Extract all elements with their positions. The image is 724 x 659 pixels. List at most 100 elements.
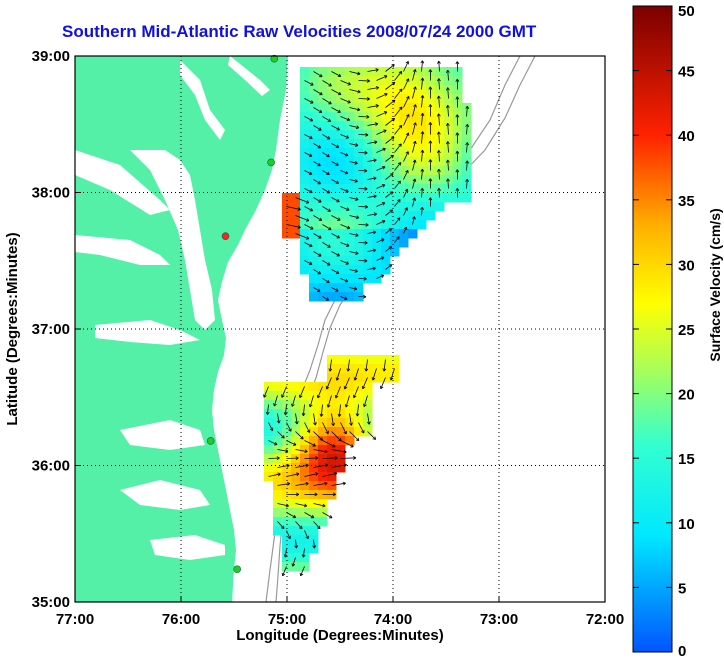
velocity-arrow (313, 107, 323, 113)
velocity-cell (399, 238, 409, 248)
velocity-arrowhead (276, 420, 281, 424)
velocity-arrow (349, 287, 357, 290)
velocity-cell (345, 184, 355, 194)
velocity-arrowhead (305, 218, 310, 222)
velocity-cell (318, 391, 328, 401)
velocity-arrowhead (455, 188, 460, 192)
velocity-arrowhead (336, 253, 340, 257)
velocity-cell (291, 454, 301, 464)
velocity-arrow (412, 216, 415, 225)
velocity-cell (417, 76, 427, 86)
velocity-arrow (367, 267, 376, 270)
velocity-arrowhead (436, 150, 441, 154)
velocity-arrowhead (274, 441, 278, 446)
velocity-arrowhead (342, 481, 346, 486)
velocity-arrowhead (335, 180, 340, 184)
velocity-arrowhead (343, 449, 347, 454)
velocity-arrow (421, 169, 423, 180)
velocity-arrowhead (465, 160, 470, 164)
velocity-arrowhead (327, 244, 331, 248)
velocity-arrowhead (343, 430, 347, 435)
velocity-arrowhead (319, 413, 324, 417)
velocity-arrowhead (337, 413, 342, 417)
velocity-cell (363, 256, 373, 266)
velocity-cell (381, 256, 391, 266)
velocity-arrow (309, 395, 314, 408)
velocity-arrow (331, 143, 340, 148)
velocity-arrow (421, 95, 424, 108)
velocity-cell (273, 472, 283, 482)
velocity-cell (426, 112, 436, 122)
velocity-cell (426, 130, 436, 140)
velocity-arrow (286, 530, 291, 539)
velocity-arrowhead (296, 472, 300, 477)
velocity-cell (444, 76, 454, 86)
velocity-cell (345, 400, 355, 410)
velocity-arrowhead (375, 104, 379, 108)
velocity-arrowhead (364, 150, 368, 155)
velocity-arrowhead (388, 246, 393, 250)
velocity-arrow (331, 161, 339, 166)
velocity-arrowhead (446, 69, 450, 73)
velocity-arrow (394, 143, 402, 153)
velocity-cell (363, 166, 373, 176)
velocity-cell (453, 175, 463, 185)
velocity-arrowhead (343, 385, 348, 390)
velocity-arrow (322, 260, 331, 266)
velocity-arrowhead (437, 60, 441, 64)
velocity-arrowhead (303, 503, 308, 508)
velocity-arrow (344, 377, 350, 390)
velocity-cell (336, 373, 346, 383)
velocity-arrow (367, 87, 379, 90)
velocity-arrowhead (335, 270, 340, 275)
velocity-cell (444, 121, 454, 131)
velocity-arrow (447, 159, 449, 171)
velocity-arrow (412, 197, 416, 207)
velocity-arrowhead (355, 251, 359, 255)
velocity-arrow (336, 368, 341, 381)
velocity-cell (309, 148, 319, 158)
velocity-arrowhead (465, 178, 469, 183)
velocity-arrow (447, 123, 449, 135)
velocity-arrowhead (404, 188, 409, 193)
velocity-arrow (367, 159, 377, 162)
velocity-cell (408, 67, 418, 77)
velocity-cell (300, 193, 310, 203)
velocity-cell (417, 175, 427, 185)
velocity-arrow (263, 386, 269, 398)
velocity-arrow (466, 124, 468, 135)
velocity-arrowhead (382, 165, 386, 170)
velocity-cell (309, 130, 319, 140)
velocity-arrowhead (337, 109, 341, 113)
velocity-cell (300, 85, 310, 95)
velocity-arrowhead (455, 114, 460, 118)
velocity-arrowhead (324, 481, 328, 486)
velocity-arrow (313, 125, 322, 131)
velocity-arrowhead (428, 104, 433, 108)
velocity-cell (354, 85, 364, 95)
colorbar-tick-label: 20 (678, 387, 695, 404)
velocity-cell (318, 211, 328, 221)
velocity-cell (282, 553, 292, 563)
map-grid (75, 56, 605, 602)
velocity-cell (399, 229, 409, 239)
velocity-cell (372, 121, 382, 131)
velocity-arrowhead (325, 430, 329, 435)
velocity-arrow (403, 207, 408, 216)
velocity-arrowhead (336, 127, 340, 131)
velocity-arrowhead (334, 394, 339, 399)
velocity-arrowhead (437, 78, 441, 82)
velocity-arrowhead (317, 144, 322, 149)
velocity-cell (354, 355, 364, 365)
velocity-arrowhead (428, 159, 433, 163)
velocity-arrow (340, 80, 351, 86)
velocity-arrow (412, 122, 416, 135)
velocity-arrowhead (353, 286, 358, 291)
velocity-cell (282, 481, 292, 491)
velocity-arrow (304, 188, 313, 193)
velocity-arrowhead (313, 422, 317, 426)
velocity-arrow (385, 246, 392, 252)
velocity-cell (264, 463, 274, 473)
velocity-arrow (394, 125, 403, 135)
velocity-arrowhead (328, 101, 332, 105)
